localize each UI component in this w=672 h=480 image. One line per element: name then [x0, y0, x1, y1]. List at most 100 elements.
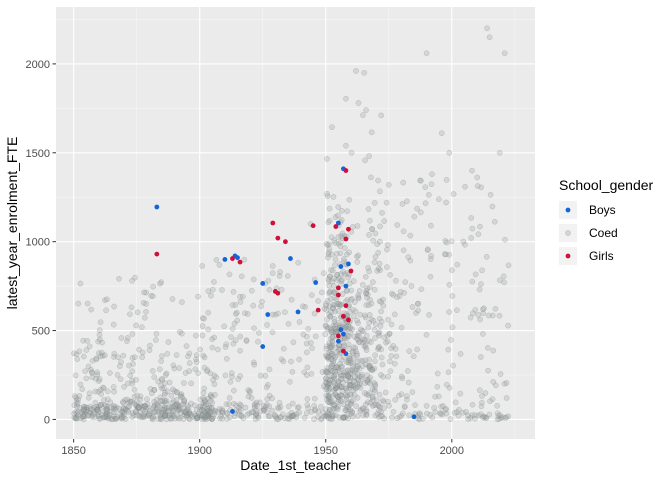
coed-point	[127, 311, 133, 318]
coed-point	[349, 224, 356, 230]
coed-point	[305, 326, 312, 332]
coed-point	[364, 399, 371, 406]
coed-point	[323, 301, 329, 307]
coed-point	[159, 406, 166, 413]
coed-point	[72, 415, 79, 422]
coed-point	[142, 408, 148, 415]
series-coed	[71, 25, 512, 423]
coed-point	[278, 286, 285, 293]
coed-point	[143, 301, 150, 307]
coed-point	[427, 273, 434, 280]
coed-point	[136, 408, 143, 415]
legend-title: School_gender	[559, 177, 654, 193]
coed-point	[289, 413, 296, 419]
coed-point	[185, 415, 192, 421]
coed-point	[487, 191, 494, 198]
coed-point	[263, 384, 270, 391]
coed-point	[266, 366, 273, 373]
coed-point	[205, 309, 212, 316]
coed-point	[221, 323, 228, 330]
coed-point	[344, 287, 350, 294]
coed-point	[424, 247, 431, 254]
coed-point	[175, 406, 182, 412]
coed-point	[384, 332, 391, 339]
coed-point	[368, 316, 375, 323]
coed-point	[460, 238, 467, 245]
coed-point	[477, 354, 484, 360]
coed-point	[405, 254, 412, 260]
coed-point	[376, 329, 383, 336]
coed-point	[131, 393, 138, 400]
coed-point	[243, 338, 250, 344]
coed-point	[77, 280, 84, 287]
coed-point	[122, 416, 129, 422]
coed-point	[330, 275, 337, 282]
y-tick-label: 500	[32, 326, 50, 338]
coed-point	[202, 414, 209, 421]
coed-point	[170, 408, 177, 415]
coed-point	[323, 406, 329, 412]
coed-point	[340, 414, 346, 421]
coed-point	[349, 349, 356, 356]
coed-point	[364, 294, 370, 301]
coed-point	[352, 348, 359, 355]
coed-point	[363, 411, 370, 418]
coed-point	[136, 346, 142, 353]
coed-point	[162, 380, 168, 386]
coed-point	[349, 362, 356, 369]
coed-point	[414, 205, 420, 212]
coed-point	[358, 326, 364, 333]
legend-key-boys	[565, 207, 571, 213]
coed-point	[148, 390, 155, 397]
coed-point	[223, 401, 230, 408]
coed-point	[133, 322, 139, 329]
coed-point	[143, 406, 149, 412]
coed-point	[312, 333, 319, 340]
coed-point	[387, 272, 393, 278]
coed-point	[93, 356, 100, 363]
coed-point	[338, 301, 344, 308]
coed-point	[207, 398, 214, 404]
coed-point	[269, 329, 276, 336]
coed-point	[151, 399, 158, 405]
coed-point	[163, 416, 170, 423]
coed-point	[159, 353, 165, 359]
coed-point	[326, 303, 333, 310]
coed-point	[258, 303, 264, 310]
coed-point	[133, 409, 139, 415]
coed-point	[492, 305, 499, 312]
coed-point	[356, 373, 363, 380]
coed-point	[480, 413, 487, 420]
coed-point	[335, 212, 341, 219]
coed-point	[162, 372, 169, 378]
coed-point	[330, 194, 337, 200]
coed-point	[140, 414, 147, 421]
coed-point	[331, 295, 338, 301]
coed-point	[327, 344, 334, 351]
coed-point	[169, 404, 175, 410]
coed-point	[333, 329, 339, 335]
coed-point	[346, 324, 353, 331]
coed-point	[469, 310, 476, 317]
coed-point	[199, 412, 206, 419]
coed-point	[111, 404, 117, 410]
coed-point	[147, 386, 154, 392]
coed-point	[363, 412, 370, 418]
coed-point	[136, 414, 143, 420]
coed-point	[324, 414, 331, 420]
coed-point	[83, 407, 89, 414]
coed-point	[403, 396, 410, 403]
coed-point	[469, 167, 475, 174]
coed-point	[162, 410, 169, 417]
coed-point	[107, 370, 113, 376]
coed-point	[118, 335, 125, 341]
coed-point	[351, 313, 357, 319]
coed-point	[482, 415, 489, 421]
coed-point	[354, 350, 360, 357]
coed-point	[199, 323, 206, 329]
y-tick-label: 1000	[26, 237, 50, 249]
coed-point	[78, 409, 85, 415]
coed-point	[74, 356, 81, 363]
boys-point	[341, 331, 346, 337]
legend-label-boys: Boys	[589, 203, 616, 217]
